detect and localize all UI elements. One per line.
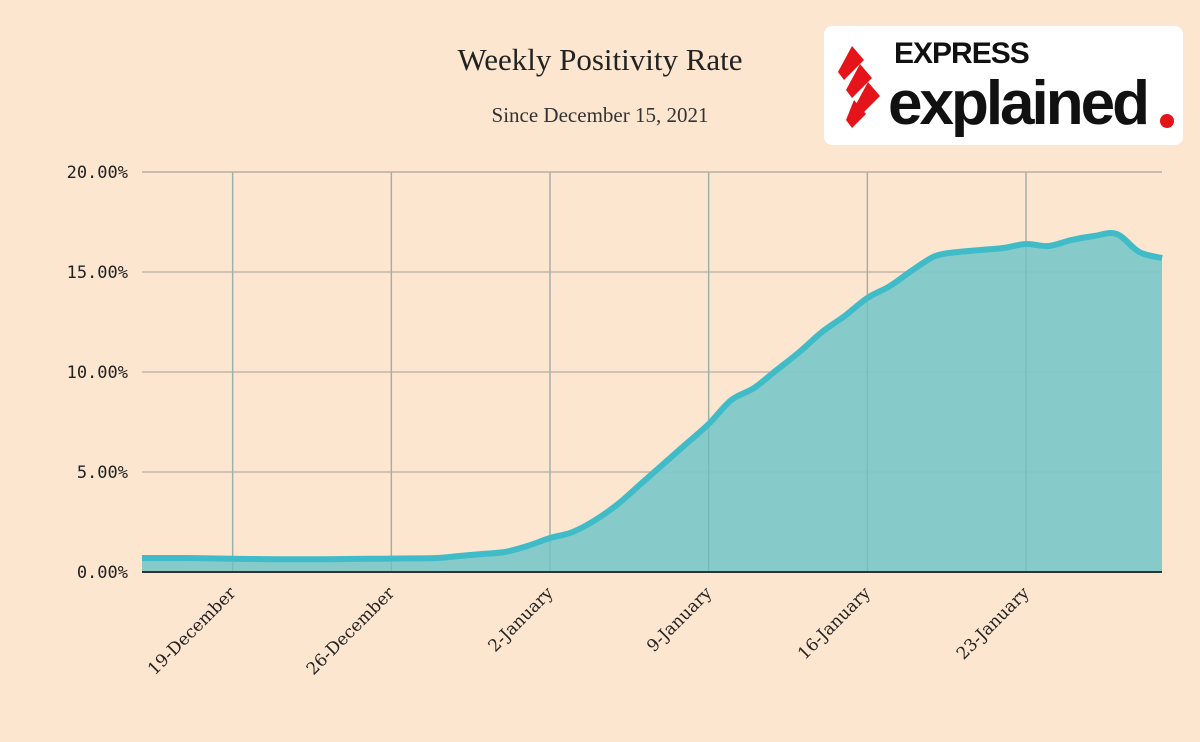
chart-subtitle: Since December 15, 2021 <box>491 103 709 127</box>
chart-title: Weekly Positivity Rate <box>457 42 743 77</box>
y-tick-label: 5.00% <box>77 463 128 483</box>
logo-express-text: EXPRESS <box>894 37 1030 70</box>
x-tick-label: 9-January <box>643 583 716 656</box>
y-tick-label: 20.00% <box>67 163 128 183</box>
y-tick-label: 0.00% <box>77 563 128 583</box>
express-explained-logo: EXPRESS explained <box>824 26 1183 145</box>
series-area <box>142 233 1162 573</box>
x-tick-label: 26-December <box>303 583 400 680</box>
x-tick-label: 16-January <box>794 583 875 664</box>
x-tick-label: 19-December <box>144 583 241 680</box>
x-tick-label: 2-January <box>485 583 558 656</box>
x-tick-label: 23-January <box>953 583 1034 664</box>
logo-dot <box>1160 114 1174 128</box>
logo-explained-text: explained <box>888 69 1150 138</box>
y-tick-label: 15.00% <box>67 263 128 283</box>
series-line <box>142 230 1163 563</box>
y-tick-label: 10.00% <box>67 363 128 383</box>
express-logo-icon <box>838 46 880 128</box>
